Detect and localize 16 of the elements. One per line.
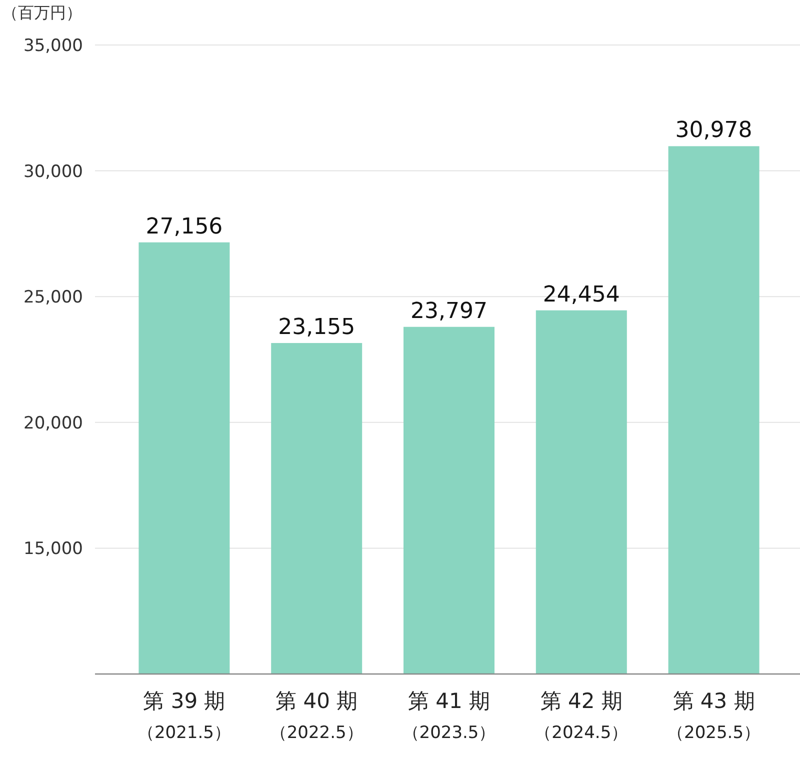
y-tick-label: 35,000: [24, 36, 83, 56]
x-tick-label: 第 41 期（2023.5）: [402, 689, 496, 743]
y-axis-title: （百万円）: [2, 3, 82, 22]
data-label: 27,156: [146, 214, 223, 240]
x-tick-label: 第 43 期（2025.5）: [667, 689, 761, 743]
x-tick-label: 第 39 期（2021.5）: [137, 689, 231, 743]
y-tick-label: 30,000: [24, 162, 83, 182]
data-label: 24,454: [542, 282, 620, 308]
data-label: 30,978: [675, 118, 752, 144]
y-tick-label: 20,000: [24, 413, 83, 434]
x-tick-label: 第 42 期（2024.5）: [534, 689, 628, 743]
y-tick-label: 15,000: [24, 539, 83, 560]
x-tick-label: 第 40 期（2022.5）: [270, 689, 364, 743]
y-tick-label: 25,000: [24, 288, 83, 308]
data-label: 23,155: [278, 315, 356, 340]
data-label: 23,797: [410, 298, 488, 324]
